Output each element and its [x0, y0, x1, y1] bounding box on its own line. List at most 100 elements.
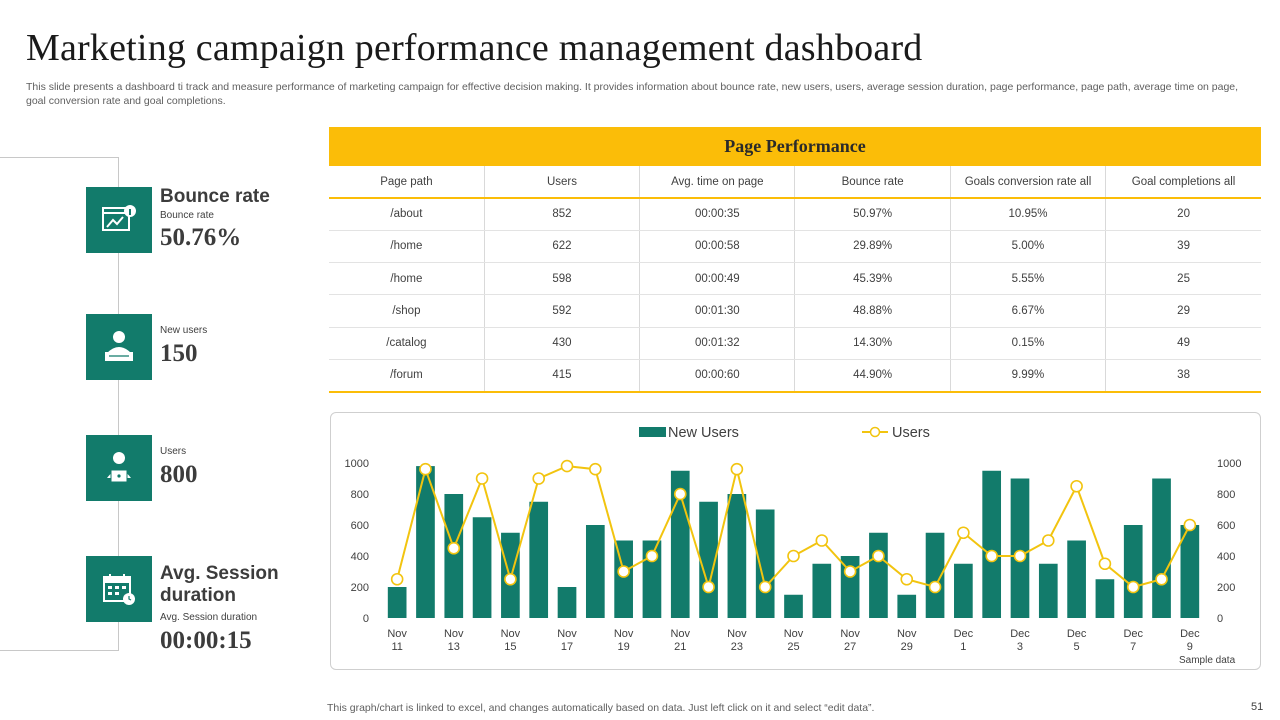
header-users: Users [484, 166, 641, 199]
y-tick-label-left: 400 [351, 551, 369, 563]
legend-label-users: Users [892, 425, 930, 441]
table-cell: 38 [1105, 359, 1261, 393]
bar-new-users [812, 563, 832, 618]
x-tick-label: 25 [787, 641, 799, 653]
bar-new-users [557, 587, 577, 618]
point-users [419, 462, 432, 476]
table-cell: 0.15% [950, 327, 1107, 360]
y-tick-label-left: 200 [351, 582, 369, 594]
table-row: /catalog 430 00:01:32 14.30% 0.15% 49 [329, 327, 1261, 360]
x-tick-label: Nov [897, 628, 917, 640]
point-users [560, 459, 574, 473]
x-tick-label: 7 [1130, 641, 1136, 653]
table-cell: 00:00:58 [639, 230, 796, 264]
x-tick-label: Nov [670, 628, 690, 640]
table-cell: /forum [329, 359, 485, 393]
table-cell: /catalog [329, 327, 485, 360]
x-tick-label: Dec [1010, 628, 1030, 640]
table-cell: 14.30% [794, 327, 951, 360]
table-cell: 48.88% [794, 294, 951, 328]
table-cell: 6.67% [950, 294, 1107, 328]
table-cell: 5.55% [950, 262, 1107, 296]
footer-note: This graph/chart is linked to excel, and… [327, 702, 875, 714]
legend-label-new-users: New Users [668, 425, 739, 441]
y-tick-label-left: 1000 [345, 458, 369, 470]
point-users [985, 549, 998, 563]
table-cell: 415 [484, 359, 641, 393]
table-cell: 00:01:30 [639, 294, 796, 328]
x-tick-label: 15 [504, 641, 516, 653]
point-users [730, 462, 744, 476]
x-tick-label: 23 [731, 641, 743, 653]
y-tick-label-left: 800 [351, 489, 369, 501]
x-tick-label: Nov [501, 628, 521, 640]
table-cell: 10.95% [950, 198, 1107, 231]
x-tick-label: Nov [387, 628, 407, 640]
bar-new-users [1123, 525, 1143, 618]
y-tick-label-left: 600 [351, 520, 369, 532]
point-users [532, 472, 546, 485]
point-users [617, 565, 630, 578]
x-tick-label: 1 [960, 641, 966, 653]
point-users [475, 472, 489, 485]
table-cell: 9.99% [950, 359, 1107, 393]
bar-new-users [1095, 579, 1115, 618]
users-icon [86, 435, 152, 501]
page-number: 51 [1251, 701, 1264, 713]
new-users-label: New users [160, 325, 208, 336]
bar-new-users [954, 563, 973, 618]
bar-new-users [1010, 478, 1030, 618]
bar-new-users [982, 470, 1002, 618]
table-cell: 44.90% [794, 359, 951, 393]
bar-new-users [869, 532, 888, 618]
table-cell: 29 [1105, 294, 1261, 328]
table-cell: 592 [484, 294, 641, 328]
users-label: Users [160, 446, 187, 457]
bar-new-users [585, 525, 605, 618]
table-row: /forum 415 00:00:60 44.90% 9.99% 38 [329, 359, 1261, 393]
y-tick-label-right: 600 [1217, 520, 1235, 532]
table-row: /home 598 00:00:49 45.39% 5.55% 25 [329, 262, 1261, 296]
bar-new-users [387, 587, 407, 618]
bounce-rate-label: Bounce rate [160, 210, 214, 221]
page-title: Marketing campaign performance managemen… [26, 27, 923, 69]
header-bounce-rate: Bounce rate [794, 166, 951, 199]
table-cell: 29.89% [794, 230, 951, 264]
x-tick-label: Nov [840, 628, 860, 640]
legend-swatch-new-users [639, 427, 666, 437]
point-users [390, 572, 404, 586]
table-cell: 25 [1105, 262, 1261, 296]
point-users [447, 541, 461, 555]
bar-new-users [925, 532, 945, 618]
y-tick-label-right: 0 [1217, 613, 1223, 625]
bounce-rate-value: 50.76% [160, 224, 242, 251]
header-goal-conversion: Goals conversion rate all [950, 166, 1107, 199]
session-duration-heading: Avg. Session duration [160, 563, 279, 606]
point-users [758, 580, 772, 594]
table-header-row: Page path Users Avg. time on page Bounce… [329, 166, 1261, 199]
x-tick-label: Nov [557, 628, 577, 640]
table-cell: 00:00:49 [639, 262, 796, 296]
x-tick-label: 29 [901, 641, 913, 653]
x-tick-label: Dec [954, 628, 974, 640]
new-users-value: 150 [160, 340, 198, 367]
point-users [957, 526, 970, 540]
bar-new-users [614, 540, 633, 618]
table-cell: 430 [484, 327, 641, 360]
new-users-icon [86, 314, 152, 380]
table-cell: 00:00:60 [639, 359, 796, 393]
table-row: /shop 592 00:01:30 48.88% 6.67% 29 [329, 294, 1261, 328]
header-page-path: Page path [329, 166, 485, 199]
point-users [1183, 518, 1197, 532]
point-users [589, 462, 602, 476]
x-tick-label: 19 [618, 641, 630, 653]
table-cell: 00:01:32 [639, 327, 796, 360]
page-performance-table: Page Performance Page path Users Avg. ti… [329, 127, 1261, 393]
x-tick-label: 3 [1017, 641, 1023, 653]
bar-new-users [529, 501, 549, 618]
users-chart: 0 0 200 200 400 400 600 600 800 800 1000 1000 Nov 11 N… [330, 412, 1261, 670]
session-duration-value: 00:00:15 [160, 627, 252, 654]
point-users [504, 572, 517, 586]
bar-new-users [1180, 525, 1200, 618]
